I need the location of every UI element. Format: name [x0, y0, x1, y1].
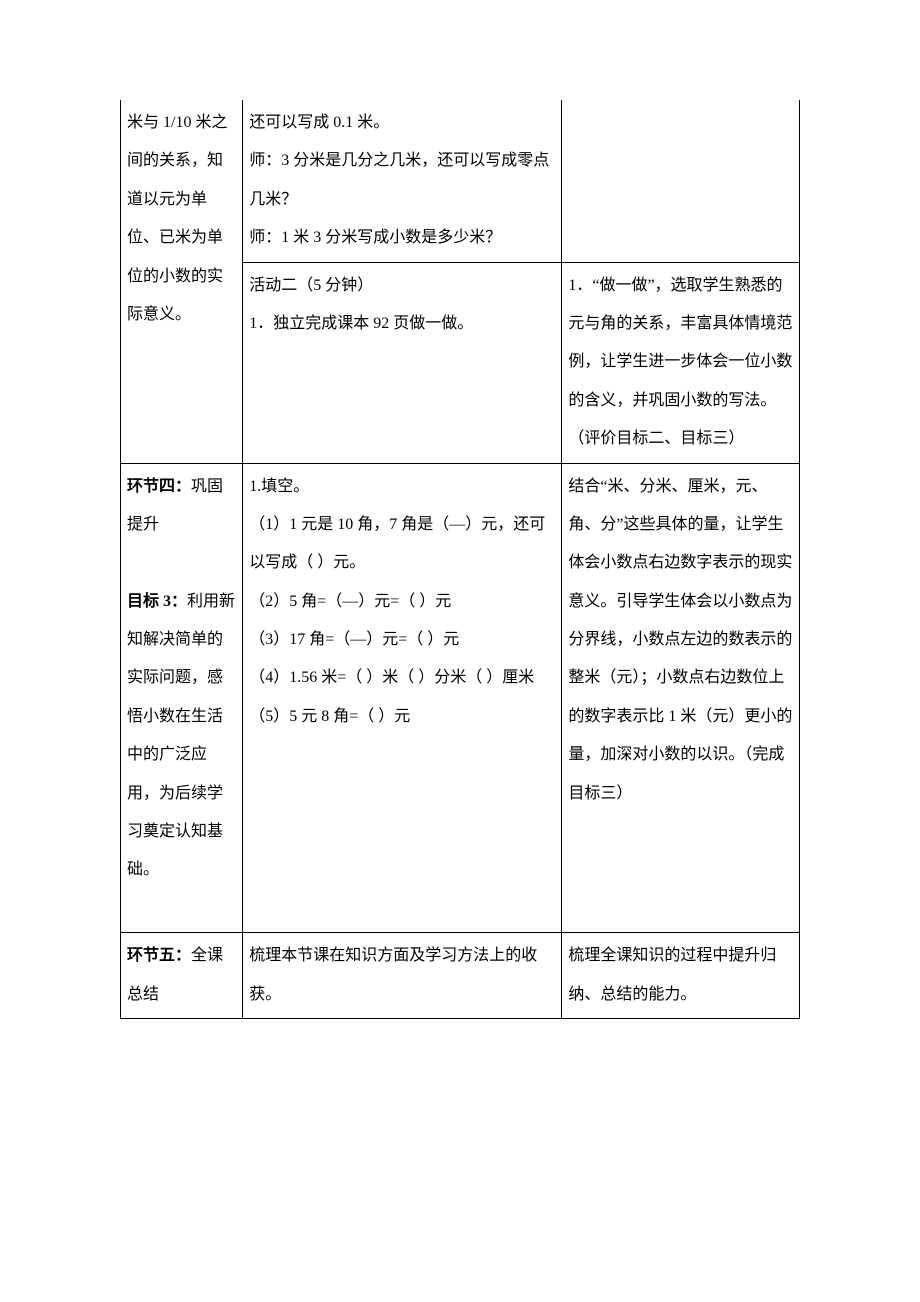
table-row: 米与 1/10 米之间的关系，知道以元为单位、已米为单位的小数的实际意义。 还可…: [121, 100, 800, 262]
cell-stage-goal: 环节五：全课总结: [121, 933, 243, 1019]
stage-label: 环节五：: [127, 947, 191, 964]
activity-text: 1.填空。（1）1 元是 10 角，7 角是（—）元，还可以写成（ ）元。（2）…: [249, 478, 545, 725]
cell-stage-goal: 环节四：巩固提升 目标 3：利用新知解决简单的实际问题，感悟小数在生活中的广泛应…: [121, 463, 243, 933]
intent-text: 结合“米、分米、厘米，元、角、分”这些具体的量，让学生体会小数点右边数字表示的现…: [568, 478, 792, 802]
goal-continuation-text: 米与 1/10 米之间的关系，知道以元为单位、已米为单位的小数的实际意义。: [127, 114, 227, 323]
activity-text-b: 活动二（5 分钟）1．独立完成课本 92 页做一做。: [249, 277, 473, 332]
table-row: 环节五：全课总结 梳理本节课在知识方面及学习方法上的收获。 梳理全课知识的过程中…: [121, 933, 800, 1019]
cell-activity: 梳理本节课在知识方面及学习方法上的收获。: [243, 933, 562, 1019]
goal-text: 利用新知解决简单的实际问题，感悟小数在生活中的广泛应用，为后续学习奠定认知基础。: [127, 593, 235, 879]
cell-activity: 活动二（5 分钟）1．独立完成课本 92 页做一做。: [243, 262, 562, 463]
cell-activity: 1.填空。（1）1 元是 10 角，7 角是（—）元，还可以写成（ ）元。（2）…: [243, 463, 562, 933]
cell-activity: 还可以写成 0.1 米。师：3 分米是几分之几米，还可以写成零点几米？师：1 米…: [243, 100, 562, 262]
cell-intent: 梳理全课知识的过程中提升归纳、总结的能力。: [562, 933, 800, 1019]
intent-text-b: 1．“做一做”，选取学生熟悉的元与角的关系，丰富具体情境范例，让学生进一步体会一…: [568, 277, 792, 448]
cell-intent: 1．“做一做”，选取学生熟悉的元与角的关系，丰富具体情境范例，让学生进一步体会一…: [562, 262, 800, 463]
document-page: 米与 1/10 米之间的关系，知道以元为单位、已米为单位的小数的实际意义。 还可…: [0, 0, 920, 1219]
cell-stage-goal: 米与 1/10 米之间的关系，知道以元为单位、已米为单位的小数的实际意义。: [121, 100, 243, 463]
cell-intent: 结合“米、分米、厘米，元、角、分”这些具体的量，让学生体会小数点右边数字表示的现…: [562, 463, 800, 933]
lesson-plan-table: 米与 1/10 米之间的关系，知道以元为单位、已米为单位的小数的实际意义。 还可…: [120, 100, 800, 1019]
goal-label: 目标 3：: [127, 593, 187, 610]
cell-intent: [562, 100, 800, 262]
activity-text: 梳理本节课在知识方面及学习方法上的收获。: [249, 947, 537, 1002]
intent-text: 梳理全课知识的过程中提升归纳、总结的能力。: [568, 947, 776, 1002]
stage-label: 环节四：: [127, 478, 191, 495]
activity-text-a: 还可以写成 0.1 米。师：3 分米是几分之几米，还可以写成零点几米？师：1 米…: [249, 114, 549, 246]
table-row: 环节四：巩固提升 目标 3：利用新知解决简单的实际问题，感悟小数在生活中的广泛应…: [121, 463, 800, 933]
